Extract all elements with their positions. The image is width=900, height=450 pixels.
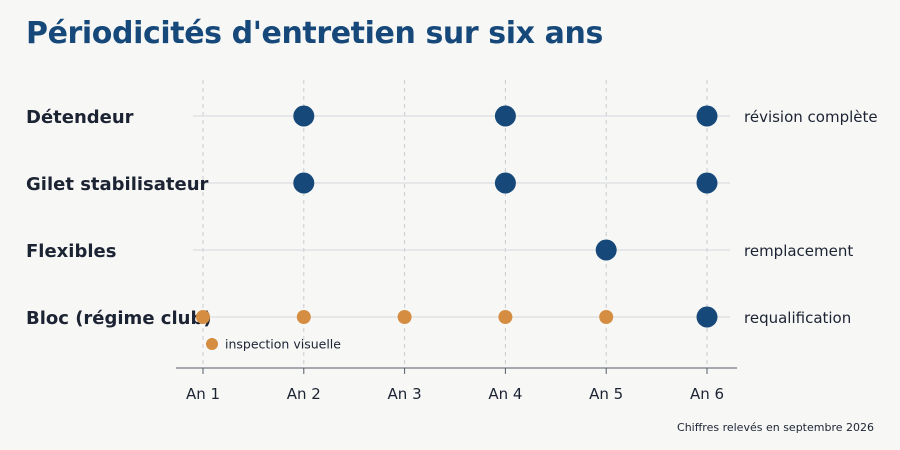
- x-tick-label: An 2: [287, 385, 321, 403]
- data-point-inspection: [599, 310, 614, 324]
- data-point-inspection: [296, 310, 311, 324]
- legend-label: inspection visuelle: [225, 337, 341, 352]
- x-tick-label: An 4: [488, 385, 522, 403]
- chart-title: Périodicités d'entretien sur six ans: [26, 16, 603, 51]
- x-tick-label: An 1: [186, 385, 220, 403]
- row-annotation: révision complète: [744, 108, 878, 126]
- data-point-main: [696, 105, 718, 127]
- row-label: Bloc (régime club): [26, 308, 212, 329]
- data-point-main: [494, 105, 516, 127]
- data-point-main: [293, 172, 315, 194]
- row-label: Gilet stabilisateur: [26, 174, 209, 195]
- grid-layer: [193, 80, 730, 368]
- data-point-main: [595, 239, 617, 261]
- data-point-inspection: [397, 310, 412, 324]
- x-tick-label: An 5: [589, 385, 623, 403]
- row-annotation: requalification: [744, 309, 851, 327]
- legend-marker-inspection: [206, 338, 218, 350]
- row-label: Détendeur: [26, 107, 134, 128]
- data-point-main: [696, 306, 718, 328]
- data-point-inspection: [498, 310, 513, 324]
- data-point-main: [696, 172, 718, 194]
- legend-layer: inspection visuelle: [206, 337, 341, 352]
- row-annotation: remplacement: [744, 242, 853, 260]
- row-label: Flexibles: [26, 241, 116, 262]
- data-point-main: [293, 105, 315, 127]
- x-tick-label: An 3: [388, 385, 422, 403]
- data-point-inspection: [196, 310, 210, 324]
- rows-layer: Détendeur révision complète Gilet stabilis…: [26, 105, 878, 329]
- x-tick-label: An 6: [690, 385, 724, 403]
- footer-note: Chiffres relevés en septembre 2026: [677, 421, 874, 434]
- data-point-main: [494, 172, 516, 194]
- axis-layer: An 1 An 2 An 3 An 4 An 5 An 6: [176, 367, 737, 403]
